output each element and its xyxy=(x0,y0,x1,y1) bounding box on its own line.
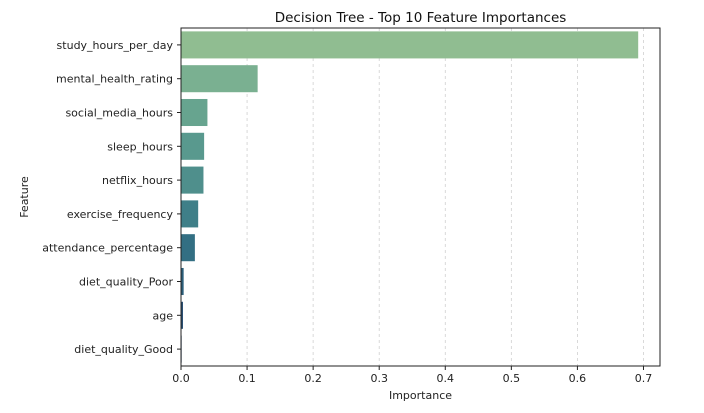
y-tick-label: diet_quality_Good xyxy=(74,343,173,356)
y-tick-label: attendance_percentage xyxy=(42,242,173,255)
chart-title: Decision Tree - Top 10 Feature Importanc… xyxy=(275,10,567,26)
y-tick-label: mental_health_rating xyxy=(56,73,173,86)
y-axis-ticks: study_hours_per_day mental_health_ratings… xyxy=(42,39,181,356)
bar xyxy=(181,31,639,59)
y-tick-label: age xyxy=(153,309,174,322)
x-axis-title: Importance xyxy=(389,389,452,402)
x-tick-label: 0.7 xyxy=(635,372,653,385)
bar xyxy=(181,98,208,127)
x-tick-label: 0.5 xyxy=(503,372,521,385)
bar xyxy=(181,301,183,329)
x-tick-label: 0.0 xyxy=(172,372,190,385)
x-tick-label: 0.1 xyxy=(238,372,256,385)
y-tick-label: netflix_hours xyxy=(102,174,173,187)
plot-frame xyxy=(180,27,661,367)
y-tick-label: exercise_frequency xyxy=(67,208,174,221)
bars xyxy=(181,31,639,363)
bar xyxy=(181,166,204,194)
y-axis-title: Feature xyxy=(18,176,31,218)
x-tick-label: 0.3 xyxy=(370,372,388,385)
y-tick-label: social_media_hours xyxy=(65,107,173,120)
x-tick-label: 0.6 xyxy=(569,372,587,385)
bar xyxy=(181,65,258,93)
bar xyxy=(181,200,199,228)
bar xyxy=(181,132,205,160)
y-tick-label: diet_quality_Poor xyxy=(79,276,173,289)
y-tick-label: study_hours_per_day xyxy=(57,39,174,52)
bar xyxy=(181,267,184,296)
x-tick-label: 0.2 xyxy=(304,372,322,385)
bar xyxy=(181,234,195,262)
y-tick-label: sleep_hours xyxy=(107,140,173,153)
x-tick-label: 0.4 xyxy=(437,372,455,385)
x-axis-ticks: 0.0 0.1 0.2 0.3 0.4 0.5 0.6 0.7 xyxy=(172,366,652,385)
